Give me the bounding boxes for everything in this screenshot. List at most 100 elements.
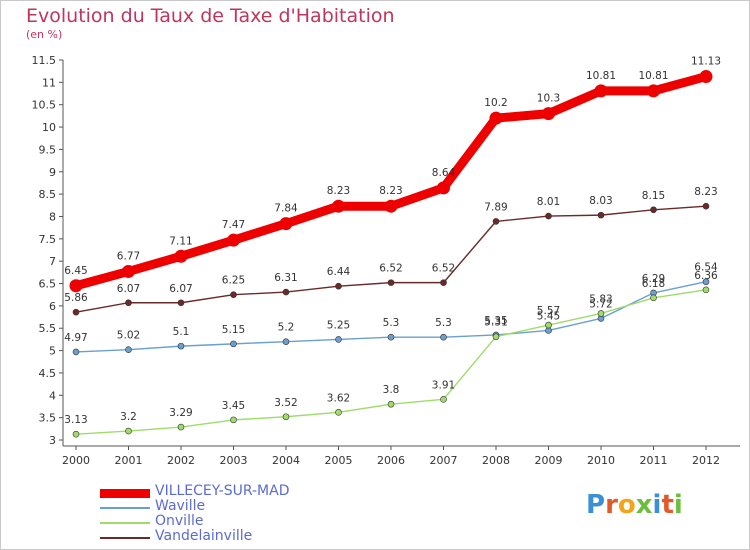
series-line-villecey-sur-mad <box>71 72 711 291</box>
y-tick-label: 10.5 <box>32 99 57 112</box>
data-label: 5.72 <box>589 298 612 310</box>
data-point <box>230 291 237 299</box>
x-tick-label: 2008 <box>482 454 510 467</box>
data-label: 6.52 <box>432 263 455 275</box>
data-point <box>230 416 237 424</box>
data-label: 5.3 <box>435 317 452 329</box>
legend-swatch <box>100 488 150 498</box>
data-point <box>335 408 342 416</box>
data-point <box>594 84 608 98</box>
data-label: 5.83 <box>589 293 612 305</box>
data-point <box>489 111 503 125</box>
data-label: 6.45 <box>64 265 87 277</box>
data-label: 6.25 <box>222 275 245 287</box>
x-tick-label: 2006 <box>377 454 405 467</box>
data-label: 6.54 <box>694 262 718 274</box>
logo-letter: r <box>605 490 618 520</box>
data-point <box>72 348 80 356</box>
data-point <box>702 202 710 210</box>
data-point <box>125 299 132 307</box>
data-point <box>597 211 605 219</box>
data-label: 10.81 <box>586 70 616 82</box>
data-label: 7.47 <box>222 219 245 231</box>
data-point <box>335 336 342 343</box>
x-tick-label: 2007 <box>430 454 458 467</box>
logo-letter: i <box>652 490 662 520</box>
x-tick-label: 2004 <box>272 454 300 467</box>
legend-swatch <box>100 522 150 524</box>
data-label: 10.81 <box>638 70 668 82</box>
data-label: 8.64 <box>432 167 456 179</box>
legend-item: Vandelainville <box>100 528 360 547</box>
legend-label: VILLECEY-SUR-MAD <box>155 483 290 499</box>
data-point <box>125 427 132 435</box>
data-point <box>492 218 500 225</box>
data-point <box>440 396 447 403</box>
y-tick-label: 10 <box>42 121 56 134</box>
y-tick-label: 8.5 <box>39 188 57 201</box>
data-point <box>387 400 395 408</box>
data-label: 5.45 <box>537 310 560 322</box>
data-label: 3.2 <box>120 411 137 423</box>
data-label: 6.36 <box>694 270 718 282</box>
proxiti-logo: Proxiti <box>586 490 683 520</box>
chart-subtitle: (en %) <box>26 28 63 41</box>
data-label: 7.89 <box>484 201 507 213</box>
data-point <box>69 279 83 293</box>
data-point <box>387 333 395 341</box>
data-point <box>647 84 660 98</box>
data-point <box>492 333 500 341</box>
data-point <box>702 278 710 286</box>
data-label: 8.23 <box>379 185 402 197</box>
x-tick-label: 2009 <box>535 454 563 467</box>
data-label: 8.01 <box>537 196 560 208</box>
data-label: 8.23 <box>327 185 350 197</box>
x-tick-label: 2003 <box>220 454 248 467</box>
data-point <box>597 310 605 317</box>
data-point <box>545 212 552 220</box>
data-point <box>384 199 398 213</box>
data-label: 6.52 <box>379 263 402 275</box>
legend-label: Vandelainville <box>155 528 253 544</box>
x-tick-label: 2001 <box>115 454 143 467</box>
data-label: 8.15 <box>642 190 665 202</box>
y-tick-label: 4 <box>49 389 56 402</box>
data-label: 5.25 <box>327 319 350 331</box>
data-label: 5.86 <box>64 292 88 304</box>
data-label: 7.11 <box>169 235 192 247</box>
data-point <box>702 286 710 294</box>
logo-letter: t <box>661 490 674 520</box>
logo-letter: o <box>617 490 636 520</box>
y-tick-label: 5.5 <box>39 322 57 335</box>
data-point <box>227 233 240 247</box>
data-label: 6.18 <box>642 278 665 290</box>
legend-item: VILLECEY-SUR-MAD <box>100 483 360 502</box>
data-point <box>650 206 657 214</box>
legend-swatch <box>100 537 150 539</box>
data-point <box>177 423 185 431</box>
x-tick-label: 2012 <box>692 454 720 467</box>
legend-item: Onville <box>100 513 360 532</box>
data-point <box>387 279 395 286</box>
data-label: 10.2 <box>484 97 507 109</box>
x-tick-label: 2005 <box>325 454 353 467</box>
data-label: 3.13 <box>64 414 87 426</box>
data-label: 6.29 <box>642 273 665 285</box>
data-label: 7.84 <box>274 203 298 215</box>
y-tick-label: 5 <box>49 345 56 358</box>
y-tick-label: 4.5 <box>39 367 57 380</box>
data-point <box>279 217 293 231</box>
y-tick-label: 9.5 <box>39 143 57 156</box>
data-label: 8.03 <box>589 195 612 207</box>
data-label: 11.13 <box>691 56 721 68</box>
data-point <box>230 340 237 348</box>
data-point <box>177 342 185 350</box>
legend-item: Waville <box>100 498 360 517</box>
data-point <box>699 70 713 84</box>
x-tick-label: 2011 <box>640 454 668 467</box>
data-point <box>282 338 290 345</box>
chart-title: Evolution du Taux de Taxe d'Habitation <box>26 5 395 27</box>
data-label: 5.35 <box>484 315 507 327</box>
x-tick-label: 2002 <box>167 454 195 467</box>
